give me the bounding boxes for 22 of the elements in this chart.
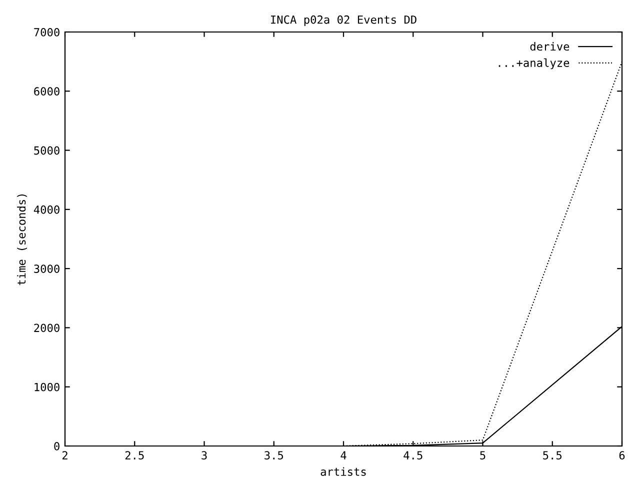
y-tick-label: 3000 <box>34 264 60 273</box>
x-tick-label: 3.5 <box>264 451 284 460</box>
legend-label: ...+analyze <box>498 58 570 70</box>
y-tick-label: 7000 <box>34 28 60 36</box>
y-tick-label: 6000 <box>34 87 60 96</box>
chart-title: INCA p02a 02 Events DD <box>271 15 416 26</box>
x-tick-label: 5.5 <box>543 451 562 460</box>
y-tick-label: 5000 <box>34 146 60 155</box>
x-tick-label: 4 <box>340 451 346 460</box>
x-tick-label: 6 <box>619 451 625 460</box>
y-axis-title: time (seconds) <box>17 194 27 286</box>
x-tick-label: 2 <box>62 451 68 460</box>
y-tick-label: 4000 <box>34 205 60 214</box>
y-tick-label: 0 <box>54 442 60 450</box>
x-tick-label: 2.5 <box>125 451 144 460</box>
x-tick-label: 4.5 <box>404 451 422 460</box>
y-tick-label: 1000 <box>34 382 60 392</box>
x-axis-title: artists <box>320 467 366 476</box>
x-tick-label: 3 <box>202 451 207 460</box>
y-tick-label: 2000 <box>34 324 60 332</box>
legend-label: derive <box>530 42 570 51</box>
x-tick-label: 5 <box>480 451 486 460</box>
